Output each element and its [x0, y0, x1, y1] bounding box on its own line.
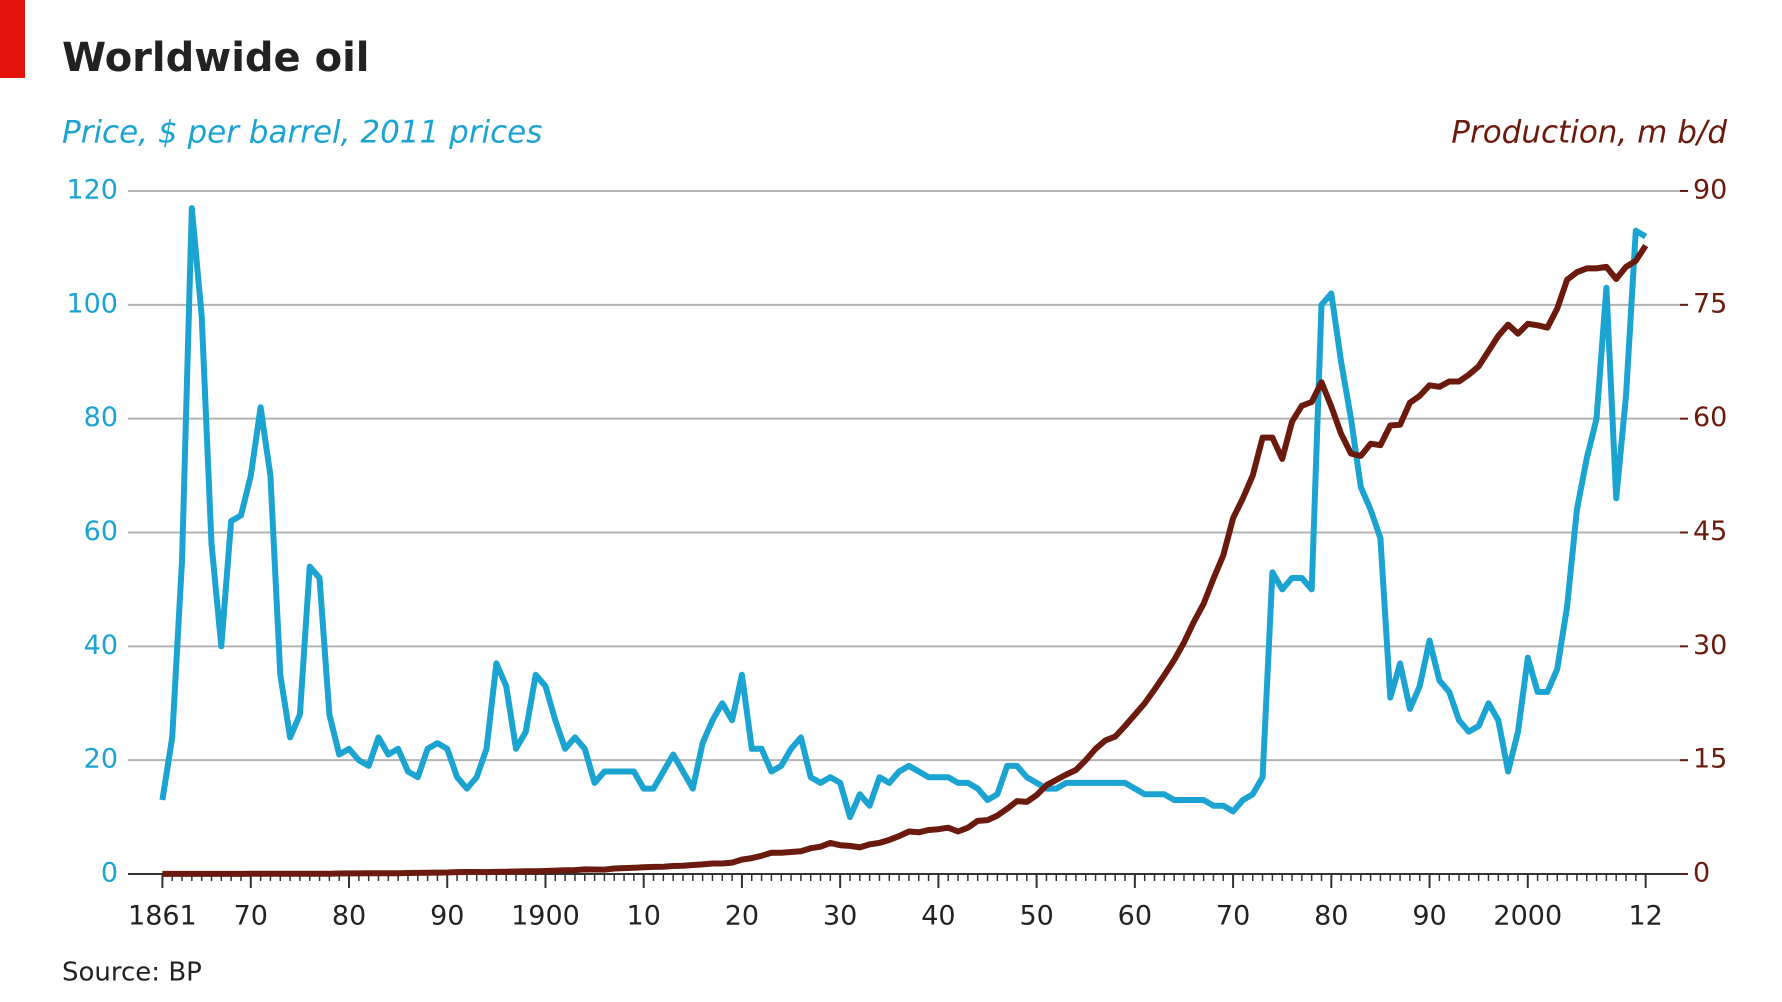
source: Source: BP	[62, 958, 202, 988]
y2-tick-label: 60	[1693, 402, 1727, 433]
y-tick-label: 40	[84, 630, 118, 661]
y2-tick-label: 15	[1693, 744, 1727, 775]
x-tick-label: 90	[1412, 901, 1446, 932]
x-tick-label: 90	[430, 901, 464, 932]
x-tick-label: 40	[921, 901, 955, 932]
x-tick-label: 1900	[511, 901, 580, 932]
y-axis-label: Price, $ per barrel, 2011 prices	[62, 115, 542, 151]
y-tick-label: 80	[84, 402, 118, 433]
x-tick-label: 10	[627, 901, 661, 932]
y2-tick-label: 75	[1693, 288, 1727, 319]
x-tick-label: 12	[1628, 901, 1662, 932]
y-tick-label: 20	[84, 744, 118, 775]
y-tick-label: 100	[66, 288, 118, 319]
y-tick-label: 60	[84, 516, 118, 547]
x-tick-label: 60	[1118, 901, 1152, 932]
y2-tick-label: 0	[1693, 858, 1710, 889]
y2-tick-label: 45	[1693, 516, 1727, 547]
x-tick-label: 70	[234, 901, 268, 932]
y2-axis-label: Production, m b/d	[1451, 115, 1727, 151]
series-line	[162, 243, 1649, 877]
x-tick-label: 80	[1314, 901, 1348, 932]
x-tick-label: 1861	[128, 901, 197, 932]
x-tick-label: 80	[332, 901, 366, 932]
y2-tick-label: 30	[1693, 630, 1727, 661]
y-tick-label: 0	[101, 858, 118, 889]
y2-tick-label: 90	[1693, 175, 1727, 206]
x-tick-label: 70	[1216, 901, 1250, 932]
x-tick-label: 2000	[1493, 901, 1562, 932]
y-tick-label: 120	[66, 175, 118, 206]
chart-title: Worldwide oil	[62, 35, 370, 81]
x-tick-label: 50	[1019, 901, 1053, 932]
x-tick-label: 20	[725, 901, 759, 932]
x-tick-label: 30	[823, 901, 857, 932]
series-line	[159, 205, 1648, 821]
brand-bar	[0, 0, 25, 78]
